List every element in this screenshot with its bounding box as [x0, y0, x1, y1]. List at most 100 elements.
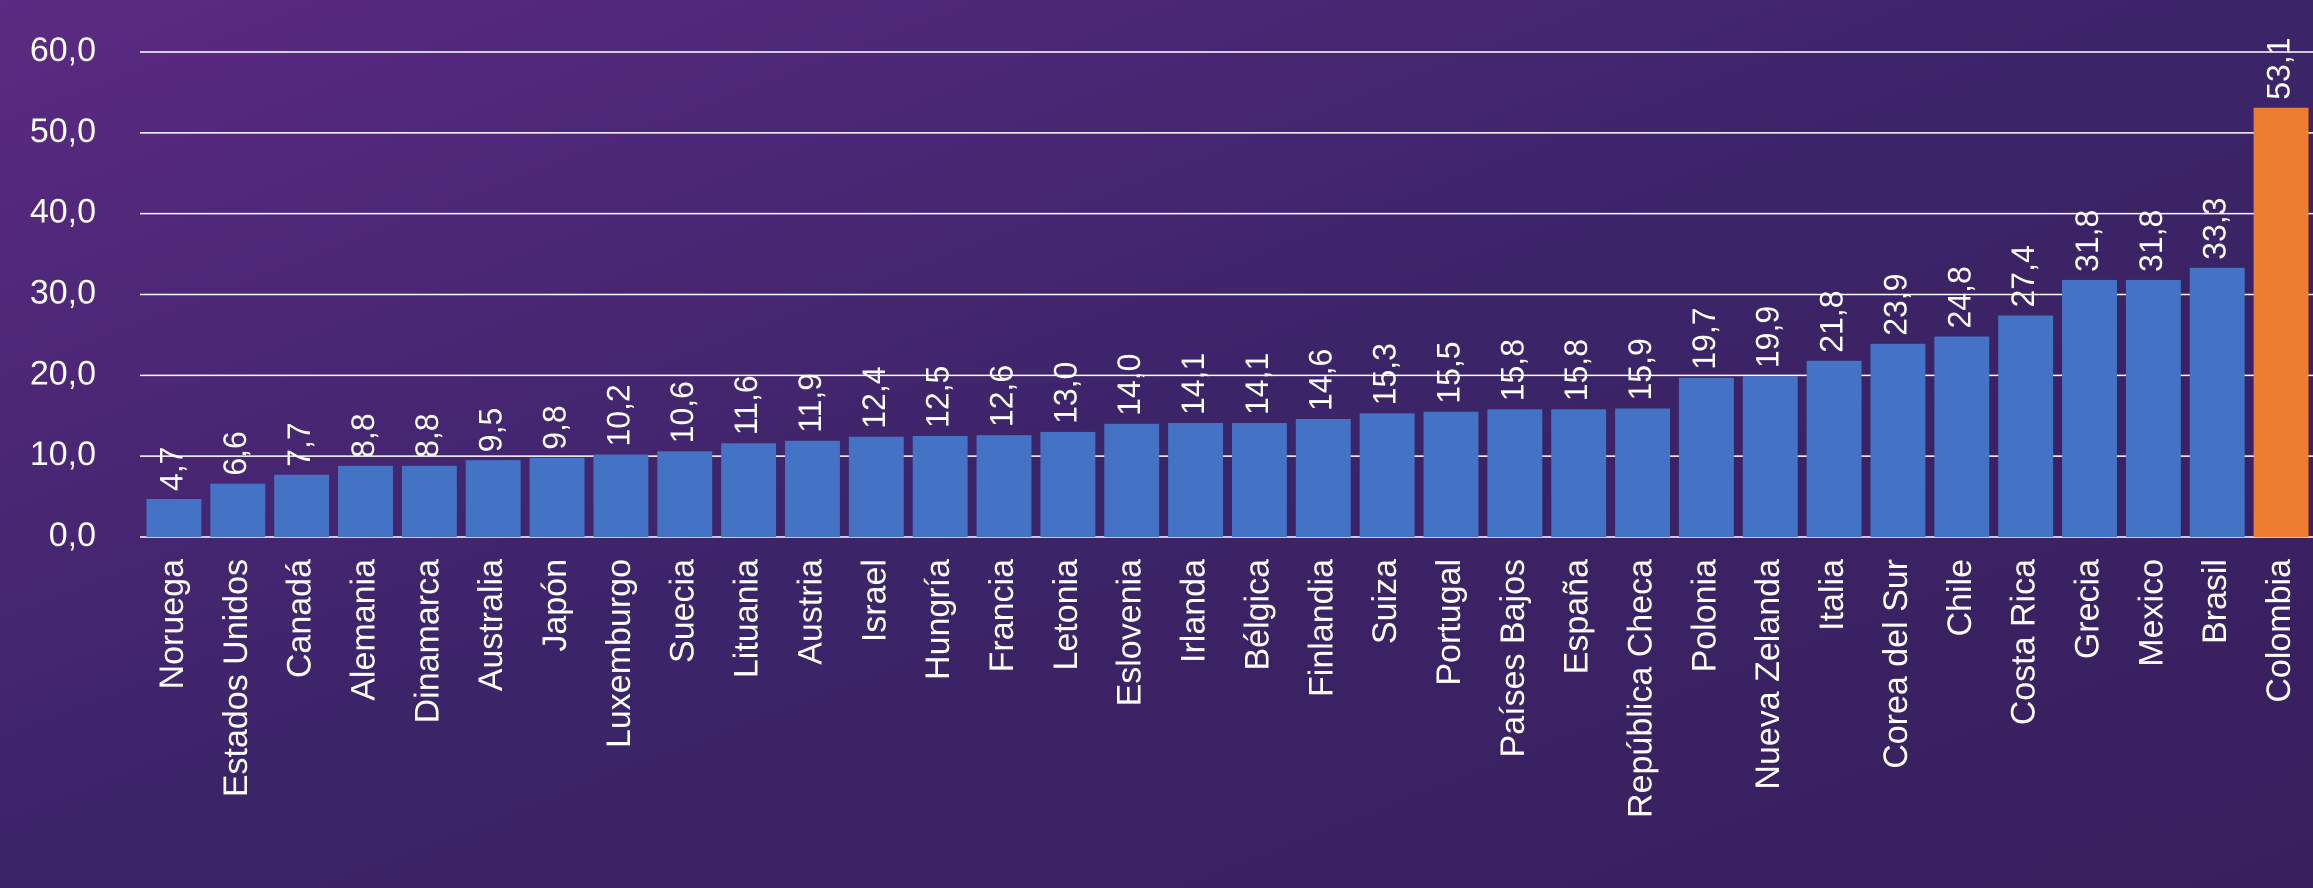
value-label: 31,8 — [2133, 210, 2169, 272]
x-tick-label: Alemania — [344, 559, 382, 701]
x-tick-label: Colombia — [2260, 559, 2298, 703]
value-label: 8,8 — [409, 413, 445, 457]
value-label: 9,8 — [536, 405, 572, 449]
x-tick-label: Canadá — [281, 559, 319, 678]
value-label: 27,4 — [2005, 245, 2041, 307]
value-label: 21,8 — [1814, 291, 1850, 353]
bar — [593, 454, 649, 537]
x-tick-label: Mexico — [2132, 559, 2170, 667]
bar — [1423, 411, 1479, 537]
bar — [274, 474, 330, 537]
x-tick-label: República Checa — [1622, 559, 1660, 818]
value-label: 23,9 — [1877, 274, 1913, 336]
value-label: 14,1 — [1175, 353, 1211, 415]
x-tick-label: Luxemburgo — [600, 559, 638, 748]
bar — [1806, 360, 1862, 537]
x-tick-label: Italia — [1813, 559, 1851, 631]
y-tick-label: 50,0 — [30, 112, 96, 150]
x-tick-label: Bélgica — [1238, 559, 1276, 671]
y-tick-label: 20,0 — [30, 354, 96, 392]
x-tick-label: Chile — [1941, 559, 1979, 636]
value-label: 13,0 — [1047, 362, 1083, 424]
value-label: 12,4 — [856, 366, 892, 428]
value-label: 19,9 — [1750, 306, 1786, 368]
value-label: 15,5 — [1430, 341, 1466, 403]
x-tick-label: Países Bajos — [1494, 559, 1532, 757]
value-label: 6,6 — [217, 431, 253, 475]
bar — [1998, 315, 2054, 537]
bar — [1359, 413, 1415, 537]
bar — [1168, 423, 1224, 537]
x-tick-label: Irlanda — [1175, 559, 1213, 663]
x-tick-label: Dinamarca — [408, 559, 446, 723]
x-tick-label: Lituania — [728, 559, 766, 678]
bar — [848, 436, 904, 537]
value-label: 53,1 — [2261, 37, 2297, 99]
bar — [1615, 408, 1671, 537]
bar — [401, 465, 457, 537]
bar — [529, 457, 585, 537]
bar — [912, 435, 968, 537]
bar — [1551, 409, 1607, 537]
x-tick-label: Hungría — [919, 559, 957, 680]
bar — [784, 440, 840, 537]
x-tick-label: Finlandia — [1302, 559, 1340, 697]
bar — [1742, 376, 1798, 537]
bar — [1934, 336, 1990, 537]
value-label: 14,0 — [1111, 354, 1147, 416]
bar — [976, 435, 1032, 537]
x-tick-label: Suecia — [664, 559, 702, 663]
x-tick-label: Suiza — [1366, 559, 1404, 644]
bar — [2189, 267, 2245, 537]
value-label: 11,6 — [728, 375, 764, 435]
value-label: 4,7 — [153, 447, 189, 491]
x-tick-label: España — [1558, 559, 1596, 674]
value-label: 7,7 — [281, 422, 317, 466]
value-label: 9,5 — [473, 408, 509, 452]
bar — [1104, 423, 1160, 537]
y-tick-label: 10,0 — [30, 435, 96, 473]
y-tick-label: 0,0 — [49, 516, 96, 554]
bar — [1870, 343, 1926, 537]
x-tick-label: Brasil — [2196, 559, 2234, 644]
x-tick-label: Corea del Sur — [1877, 559, 1915, 769]
value-label: 14,6 — [1303, 349, 1339, 411]
bar — [1295, 418, 1351, 537]
value-label: 31,8 — [2069, 210, 2105, 272]
bar — [2253, 107, 2309, 538]
bar — [146, 499, 202, 537]
value-label: 24,8 — [1941, 266, 1977, 328]
value-label: 12,6 — [983, 365, 1019, 427]
value-label: 19,7 — [1686, 307, 1722, 369]
x-tick-label: Nueva Zelanda — [1749, 559, 1787, 790]
value-label: 14,1 — [1239, 353, 1275, 415]
x-tick-label: Noruega — [153, 559, 191, 690]
value-label: 12,5 — [920, 366, 956, 428]
x-tick-label: Austria — [791, 559, 829, 665]
x-tick-label: Estados Unidos — [217, 559, 255, 797]
value-label: 33,3 — [2197, 198, 2233, 260]
bar — [465, 460, 521, 537]
value-label: 10,2 — [600, 384, 636, 446]
value-label: 15,3 — [1367, 343, 1403, 405]
bar — [657, 451, 713, 537]
x-tick-label: Israel — [855, 559, 893, 642]
value-label: 8,8 — [345, 413, 381, 457]
bar — [2062, 279, 2117, 537]
bar — [1678, 377, 1734, 537]
y-tick-label: 60,0 — [30, 31, 96, 69]
x-tick-label: Eslovenia — [1111, 559, 1149, 707]
value-label: 15,9 — [1622, 338, 1658, 400]
value-label: 10,6 — [664, 381, 700, 443]
bar — [1487, 409, 1543, 537]
bar — [1231, 423, 1287, 537]
value-label: 15,8 — [1494, 339, 1530, 401]
y-tick-label: 40,0 — [30, 193, 96, 231]
x-tick-label: Costa Rica — [2005, 559, 2043, 725]
bar — [1040, 431, 1096, 537]
x-tick-label: Francia — [983, 559, 1021, 672]
x-tick-label: Australia — [472, 559, 510, 691]
bar — [210, 483, 266, 537]
x-tick-label: Letonia — [1047, 559, 1085, 671]
